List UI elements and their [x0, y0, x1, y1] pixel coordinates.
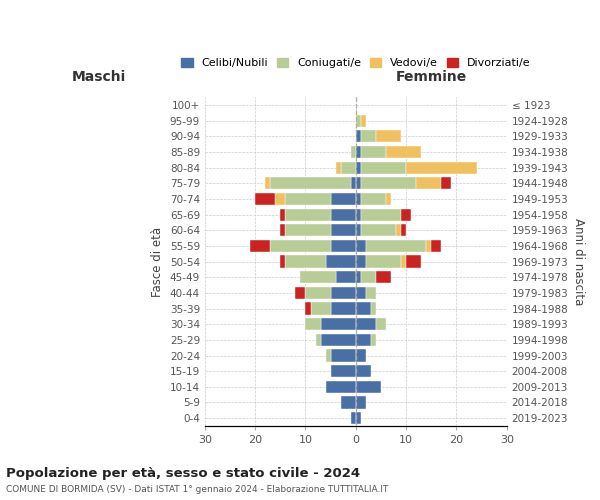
Bar — [305, 318, 320, 330]
Bar — [356, 114, 361, 127]
Bar — [270, 177, 351, 190]
Bar — [280, 256, 286, 268]
Bar — [361, 193, 386, 205]
Bar — [356, 396, 366, 408]
Bar — [406, 256, 421, 268]
Bar — [326, 380, 356, 393]
Bar — [351, 146, 356, 158]
Bar — [356, 208, 361, 220]
Bar — [356, 318, 376, 330]
Bar — [356, 271, 361, 283]
Bar — [286, 224, 331, 236]
Bar — [311, 302, 331, 314]
Bar — [295, 287, 305, 299]
Bar — [280, 224, 286, 236]
Bar — [250, 240, 270, 252]
Bar — [305, 302, 311, 314]
Bar — [335, 162, 341, 174]
Bar — [331, 350, 356, 362]
Bar — [286, 193, 331, 205]
Bar — [356, 162, 361, 174]
Bar — [416, 177, 442, 190]
Bar — [341, 162, 356, 174]
Bar — [356, 412, 361, 424]
Bar — [426, 240, 431, 252]
Bar — [401, 256, 406, 268]
Bar — [366, 240, 426, 252]
Bar — [371, 302, 376, 314]
Text: Popolazione per età, sesso e stato civile - 2024: Popolazione per età, sesso e stato civil… — [6, 468, 360, 480]
Bar — [386, 193, 391, 205]
Bar — [376, 271, 391, 283]
Bar — [366, 287, 376, 299]
Bar — [356, 302, 371, 314]
Bar — [326, 256, 356, 268]
Bar — [335, 271, 356, 283]
Bar — [301, 271, 335, 283]
Bar — [341, 396, 356, 408]
Bar — [406, 162, 476, 174]
Bar — [361, 177, 416, 190]
Bar — [265, 177, 270, 190]
Bar — [331, 302, 356, 314]
Bar — [331, 224, 356, 236]
Bar — [361, 224, 396, 236]
Bar — [366, 256, 401, 268]
Bar — [331, 240, 356, 252]
Bar — [320, 334, 356, 346]
Bar — [356, 350, 366, 362]
Bar — [331, 193, 356, 205]
Bar — [356, 256, 366, 268]
Bar — [356, 365, 371, 378]
Bar — [361, 271, 376, 283]
Bar — [356, 380, 381, 393]
Y-axis label: Anni di nascita: Anni di nascita — [572, 218, 585, 306]
Bar — [351, 412, 356, 424]
Bar — [356, 177, 361, 190]
Bar — [316, 334, 320, 346]
Y-axis label: Fasce di età: Fasce di età — [151, 226, 164, 296]
Bar — [396, 224, 401, 236]
Bar — [386, 146, 421, 158]
Bar — [326, 350, 331, 362]
Bar — [356, 287, 366, 299]
Bar — [286, 208, 331, 220]
Bar — [361, 130, 376, 142]
Bar — [280, 208, 286, 220]
Text: COMUNE DI BORMIDA (SV) - Dati ISTAT 1° gennaio 2024 - Elaborazione TUTTITALIA.IT: COMUNE DI BORMIDA (SV) - Dati ISTAT 1° g… — [6, 486, 388, 494]
Bar — [361, 208, 401, 220]
Bar — [356, 146, 361, 158]
Bar — [442, 177, 451, 190]
Bar — [270, 240, 331, 252]
Bar — [356, 334, 371, 346]
Bar — [376, 130, 401, 142]
Bar — [331, 287, 356, 299]
Bar — [286, 256, 326, 268]
Bar — [255, 193, 275, 205]
Bar — [361, 146, 386, 158]
Bar — [401, 208, 411, 220]
Bar — [376, 318, 386, 330]
Bar — [356, 224, 361, 236]
Text: Femmine: Femmine — [395, 70, 467, 84]
Bar — [431, 240, 442, 252]
Bar — [320, 318, 356, 330]
Bar — [275, 193, 286, 205]
Bar — [351, 177, 356, 190]
Bar — [401, 224, 406, 236]
Legend: Celibi/Nubili, Coniugati/e, Vedovi/e, Divorziati/e: Celibi/Nubili, Coniugati/e, Vedovi/e, Di… — [177, 54, 535, 73]
Bar — [371, 334, 376, 346]
Bar — [361, 162, 406, 174]
Bar — [356, 240, 366, 252]
Bar — [356, 193, 361, 205]
Bar — [361, 114, 366, 127]
Bar — [305, 287, 331, 299]
Bar — [331, 365, 356, 378]
Bar — [331, 208, 356, 220]
Text: Maschi: Maschi — [72, 70, 127, 84]
Bar — [356, 130, 361, 142]
